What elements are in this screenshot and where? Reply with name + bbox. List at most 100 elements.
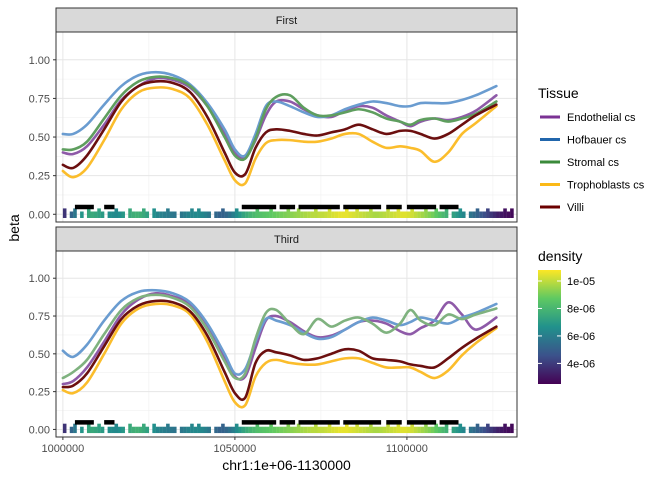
facet-strip-label-first: First bbox=[276, 15, 297, 27]
legend-label: Stromal cs bbox=[567, 157, 619, 169]
rug-tile bbox=[365, 426, 370, 434]
rug-tile bbox=[276, 426, 280, 434]
rug-tile bbox=[155, 426, 160, 434]
rug-tile bbox=[369, 423, 373, 434]
rug-tile bbox=[272, 211, 277, 218]
rug-tile bbox=[351, 426, 356, 434]
rug-tile bbox=[183, 211, 187, 218]
rug-tile bbox=[300, 426, 304, 434]
rug-tile bbox=[475, 208, 480, 218]
series-line bbox=[61, 299, 498, 401]
rug-tile bbox=[320, 426, 325, 434]
series-line bbox=[61, 79, 498, 178]
y-axis-third: 0.00 0.25 0.50 0.75 1.00 bbox=[29, 273, 56, 436]
rug-tile bbox=[73, 423, 77, 434]
rug-tile bbox=[437, 426, 442, 434]
legend-tissue-title: Tissue bbox=[538, 85, 579, 101]
rug-tile bbox=[159, 211, 163, 218]
x-axis-title: chr1:1e+06-1130000 bbox=[222, 457, 351, 473]
rug-tile bbox=[458, 423, 463, 434]
y-tick-label: 0.75 bbox=[29, 93, 50, 105]
rug-tile bbox=[479, 211, 483, 218]
rug-tile bbox=[506, 426, 511, 434]
panel-border-third bbox=[55, 250, 518, 438]
plot-area-third bbox=[56, 251, 517, 437]
rug-tile bbox=[234, 423, 239, 434]
rug-tile bbox=[327, 208, 332, 218]
rug-tile bbox=[135, 211, 139, 218]
rug-tile bbox=[221, 208, 225, 218]
legend-tissue: Tissue Endothelial cs Hofbauer cs Stromal … bbox=[538, 85, 645, 214]
rug-tile bbox=[283, 426, 287, 434]
rug-tile bbox=[396, 208, 401, 218]
rug-tile bbox=[217, 211, 222, 218]
rug-tile bbox=[310, 211, 315, 218]
rug-tile bbox=[155, 211, 160, 218]
rug-tile bbox=[427, 426, 432, 434]
rug-tile bbox=[334, 211, 339, 218]
rug-tile bbox=[300, 211, 304, 218]
series-line bbox=[61, 86, 498, 187]
rug-tile bbox=[258, 211, 263, 218]
rug-tile bbox=[468, 211, 473, 218]
rug-tile bbox=[234, 208, 239, 218]
rug-tile bbox=[492, 426, 497, 434]
rug-tile bbox=[172, 211, 177, 218]
rug-tile bbox=[472, 426, 476, 434]
legend-label: Endothelial cs bbox=[567, 112, 636, 124]
rug-tile bbox=[369, 208, 373, 218]
rug-tile bbox=[386, 423, 390, 434]
rug-tile bbox=[358, 426, 363, 434]
rug-tile bbox=[279, 211, 284, 218]
rug-tile bbox=[455, 426, 459, 434]
rug-tile bbox=[283, 211, 287, 218]
rug-tile bbox=[121, 426, 125, 434]
rug-tile bbox=[430, 426, 435, 434]
legend-density-title: density bbox=[538, 248, 582, 264]
rug-tile bbox=[510, 208, 514, 218]
rug-tile bbox=[169, 426, 174, 434]
rug-tile bbox=[203, 426, 208, 434]
rug-tile bbox=[303, 426, 308, 434]
rug-tile bbox=[228, 426, 232, 434]
rug-tile bbox=[413, 426, 418, 434]
rug-tile bbox=[317, 426, 322, 434]
rug-tile bbox=[379, 426, 383, 434]
rug-tile bbox=[200, 211, 205, 218]
rug-tile bbox=[121, 211, 125, 218]
rug-tile bbox=[341, 426, 346, 434]
rug-tile bbox=[475, 423, 480, 434]
rug-tile bbox=[338, 211, 342, 218]
panel-border-first bbox=[55, 31, 518, 223]
rug-tile bbox=[461, 426, 466, 434]
rug-tile bbox=[489, 211, 494, 218]
rug-tile bbox=[231, 426, 236, 434]
rug-tile bbox=[496, 426, 500, 434]
rug-tile bbox=[186, 211, 191, 218]
rug-tile bbox=[162, 211, 167, 218]
x-tick-label: 1050000 bbox=[213, 443, 256, 455]
legend-label: Trophoblasts cs bbox=[567, 180, 645, 192]
rug-tile bbox=[486, 423, 490, 434]
density-rug-third bbox=[62, 423, 514, 434]
rug-tile bbox=[482, 426, 487, 434]
rug-tile bbox=[506, 211, 511, 218]
rug-tile bbox=[348, 426, 353, 434]
rug-tile bbox=[393, 426, 397, 434]
rug-tile bbox=[417, 426, 421, 434]
rug-tile bbox=[286, 208, 291, 218]
series-line bbox=[61, 70, 498, 158]
x-axis: 1000000 1050000 1100000 bbox=[41, 437, 428, 455]
y-tick-label: 0.00 bbox=[29, 209, 50, 221]
rug-tile bbox=[221, 423, 225, 434]
rug-tile bbox=[413, 211, 418, 218]
rug-tile bbox=[114, 208, 119, 218]
rug-tile bbox=[327, 423, 332, 434]
rug-tile bbox=[245, 211, 249, 218]
rug-tile bbox=[166, 423, 170, 434]
series-lines-third bbox=[61, 288, 498, 409]
y-tick-label: 0.50 bbox=[29, 132, 50, 144]
rug-tile bbox=[117, 211, 122, 218]
rug-tile bbox=[355, 208, 359, 218]
rug-tile bbox=[111, 426, 115, 434]
